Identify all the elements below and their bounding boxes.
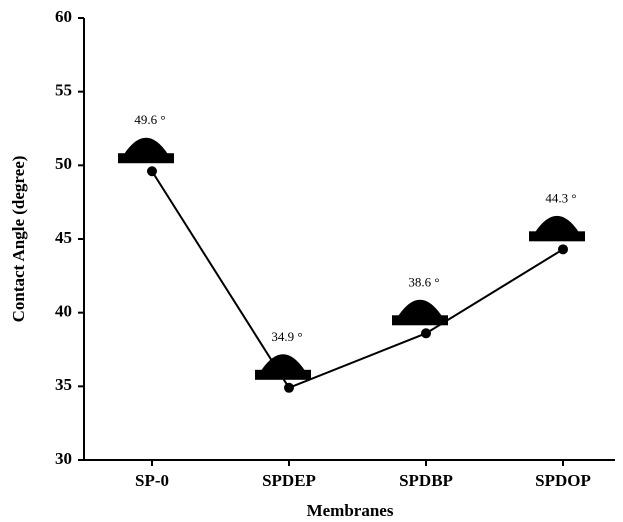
x-tick-label: SPDEP xyxy=(262,471,316,490)
droplet-base xyxy=(392,315,448,326)
droplet xyxy=(124,137,168,155)
x-tick-label: SPDOP xyxy=(535,471,591,490)
value-label: 38.6 ° xyxy=(408,274,439,289)
y-tick-label: 35 xyxy=(55,375,72,394)
droplet-base xyxy=(529,231,585,242)
droplet xyxy=(535,215,579,233)
value-label: 34.9 ° xyxy=(271,329,302,344)
droplet xyxy=(261,354,305,371)
value-label: 49.6 ° xyxy=(134,112,165,127)
point xyxy=(147,166,157,177)
y-axis-title: Contact Angle (degree) xyxy=(9,156,28,323)
y-tick-label: 40 xyxy=(55,302,72,321)
droplet xyxy=(398,299,442,317)
y-tick-label: 55 xyxy=(55,81,72,100)
y-tick-label: 30 xyxy=(55,449,72,468)
point xyxy=(421,328,431,339)
y-tick-label: 50 xyxy=(55,154,72,173)
line xyxy=(151,170,564,390)
x-axis-title: Membranes xyxy=(307,501,394,520)
droplet-base xyxy=(118,153,174,164)
droplet-base xyxy=(255,369,311,380)
x-tick-label: SP-0 xyxy=(135,471,169,490)
value-label: 44.3 ° xyxy=(545,190,576,205)
point xyxy=(558,244,568,255)
x-tick-label: SPDBP xyxy=(399,471,453,490)
point xyxy=(284,382,294,393)
y-tick-label: 45 xyxy=(55,228,72,247)
y-tick-label: 60 xyxy=(55,7,72,26)
